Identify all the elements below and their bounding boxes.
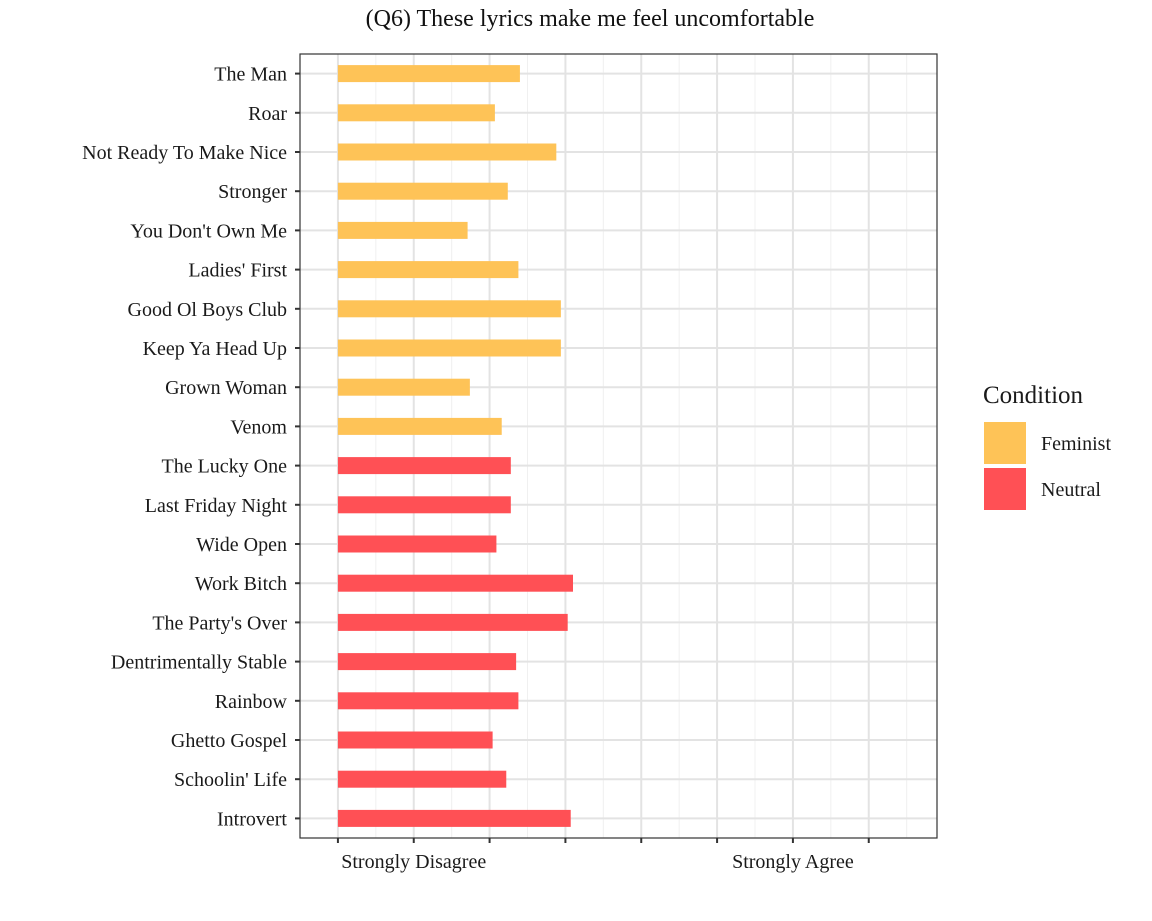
plot-panel <box>300 54 937 838</box>
bar <box>337 574 573 592</box>
bar <box>337 417 502 435</box>
bar <box>337 770 507 788</box>
bar <box>337 731 493 749</box>
bar <box>337 339 561 357</box>
y-tick-label: Introvert <box>217 808 287 830</box>
legend-label: Feminist <box>1041 433 1111 455</box>
y-tick-label: Stronger <box>218 181 287 203</box>
y-tick-label: Roar <box>248 103 287 125</box>
y-tick-label: The Lucky One <box>161 456 287 478</box>
bar <box>337 457 511 475</box>
legend-swatch <box>984 468 1026 510</box>
y-tick-label: Venom <box>230 416 287 438</box>
bar <box>337 300 561 318</box>
y-tick-label: Work Bitch <box>195 573 287 595</box>
legend-label: Neutral <box>1041 479 1101 501</box>
bar <box>337 809 571 827</box>
bar <box>337 65 520 83</box>
legend-title: Condition <box>983 382 1084 409</box>
bar <box>337 535 497 553</box>
chart-title: (Q6) These lyrics make me feel uncomfort… <box>365 6 815 32</box>
y-tick-label: Keep Ya Head Up <box>143 338 287 360</box>
bar <box>337 143 557 161</box>
y-tick-label: Good Ol Boys Club <box>128 299 287 321</box>
bar <box>337 692 519 710</box>
y-tick-label: The Man <box>214 64 287 86</box>
y-tick-label: Last Friday Night <box>145 495 288 517</box>
x-tick-label: Strongly Disagree <box>341 851 486 873</box>
bar <box>337 653 517 671</box>
bar <box>337 496 511 514</box>
x-tick-label: Strongly Agree <box>732 851 854 873</box>
bar <box>337 182 508 200</box>
y-tick-label: Grown Woman <box>165 377 287 399</box>
plot-panel-border <box>299 53 938 839</box>
y-tick-label: Ladies' First <box>188 260 287 282</box>
legend-swatch <box>984 422 1026 464</box>
y-tick-label: You Don't Own Me <box>130 220 287 242</box>
bar <box>337 104 495 122</box>
y-tick-label: The Party's Over <box>152 612 287 634</box>
y-tick-label: Rainbow <box>215 691 288 713</box>
y-tick-label: Ghetto Gospel <box>171 730 288 752</box>
bar <box>337 261 519 279</box>
y-tick-label: Dentrimentally Stable <box>111 652 287 674</box>
y-tick-label: Wide Open <box>196 534 287 556</box>
y-tick-label: Schoolin' Life <box>174 769 287 791</box>
bar <box>337 221 468 239</box>
bar <box>337 613 568 631</box>
bar <box>337 378 470 396</box>
y-tick-label: Not Ready To Make Nice <box>82 142 287 164</box>
